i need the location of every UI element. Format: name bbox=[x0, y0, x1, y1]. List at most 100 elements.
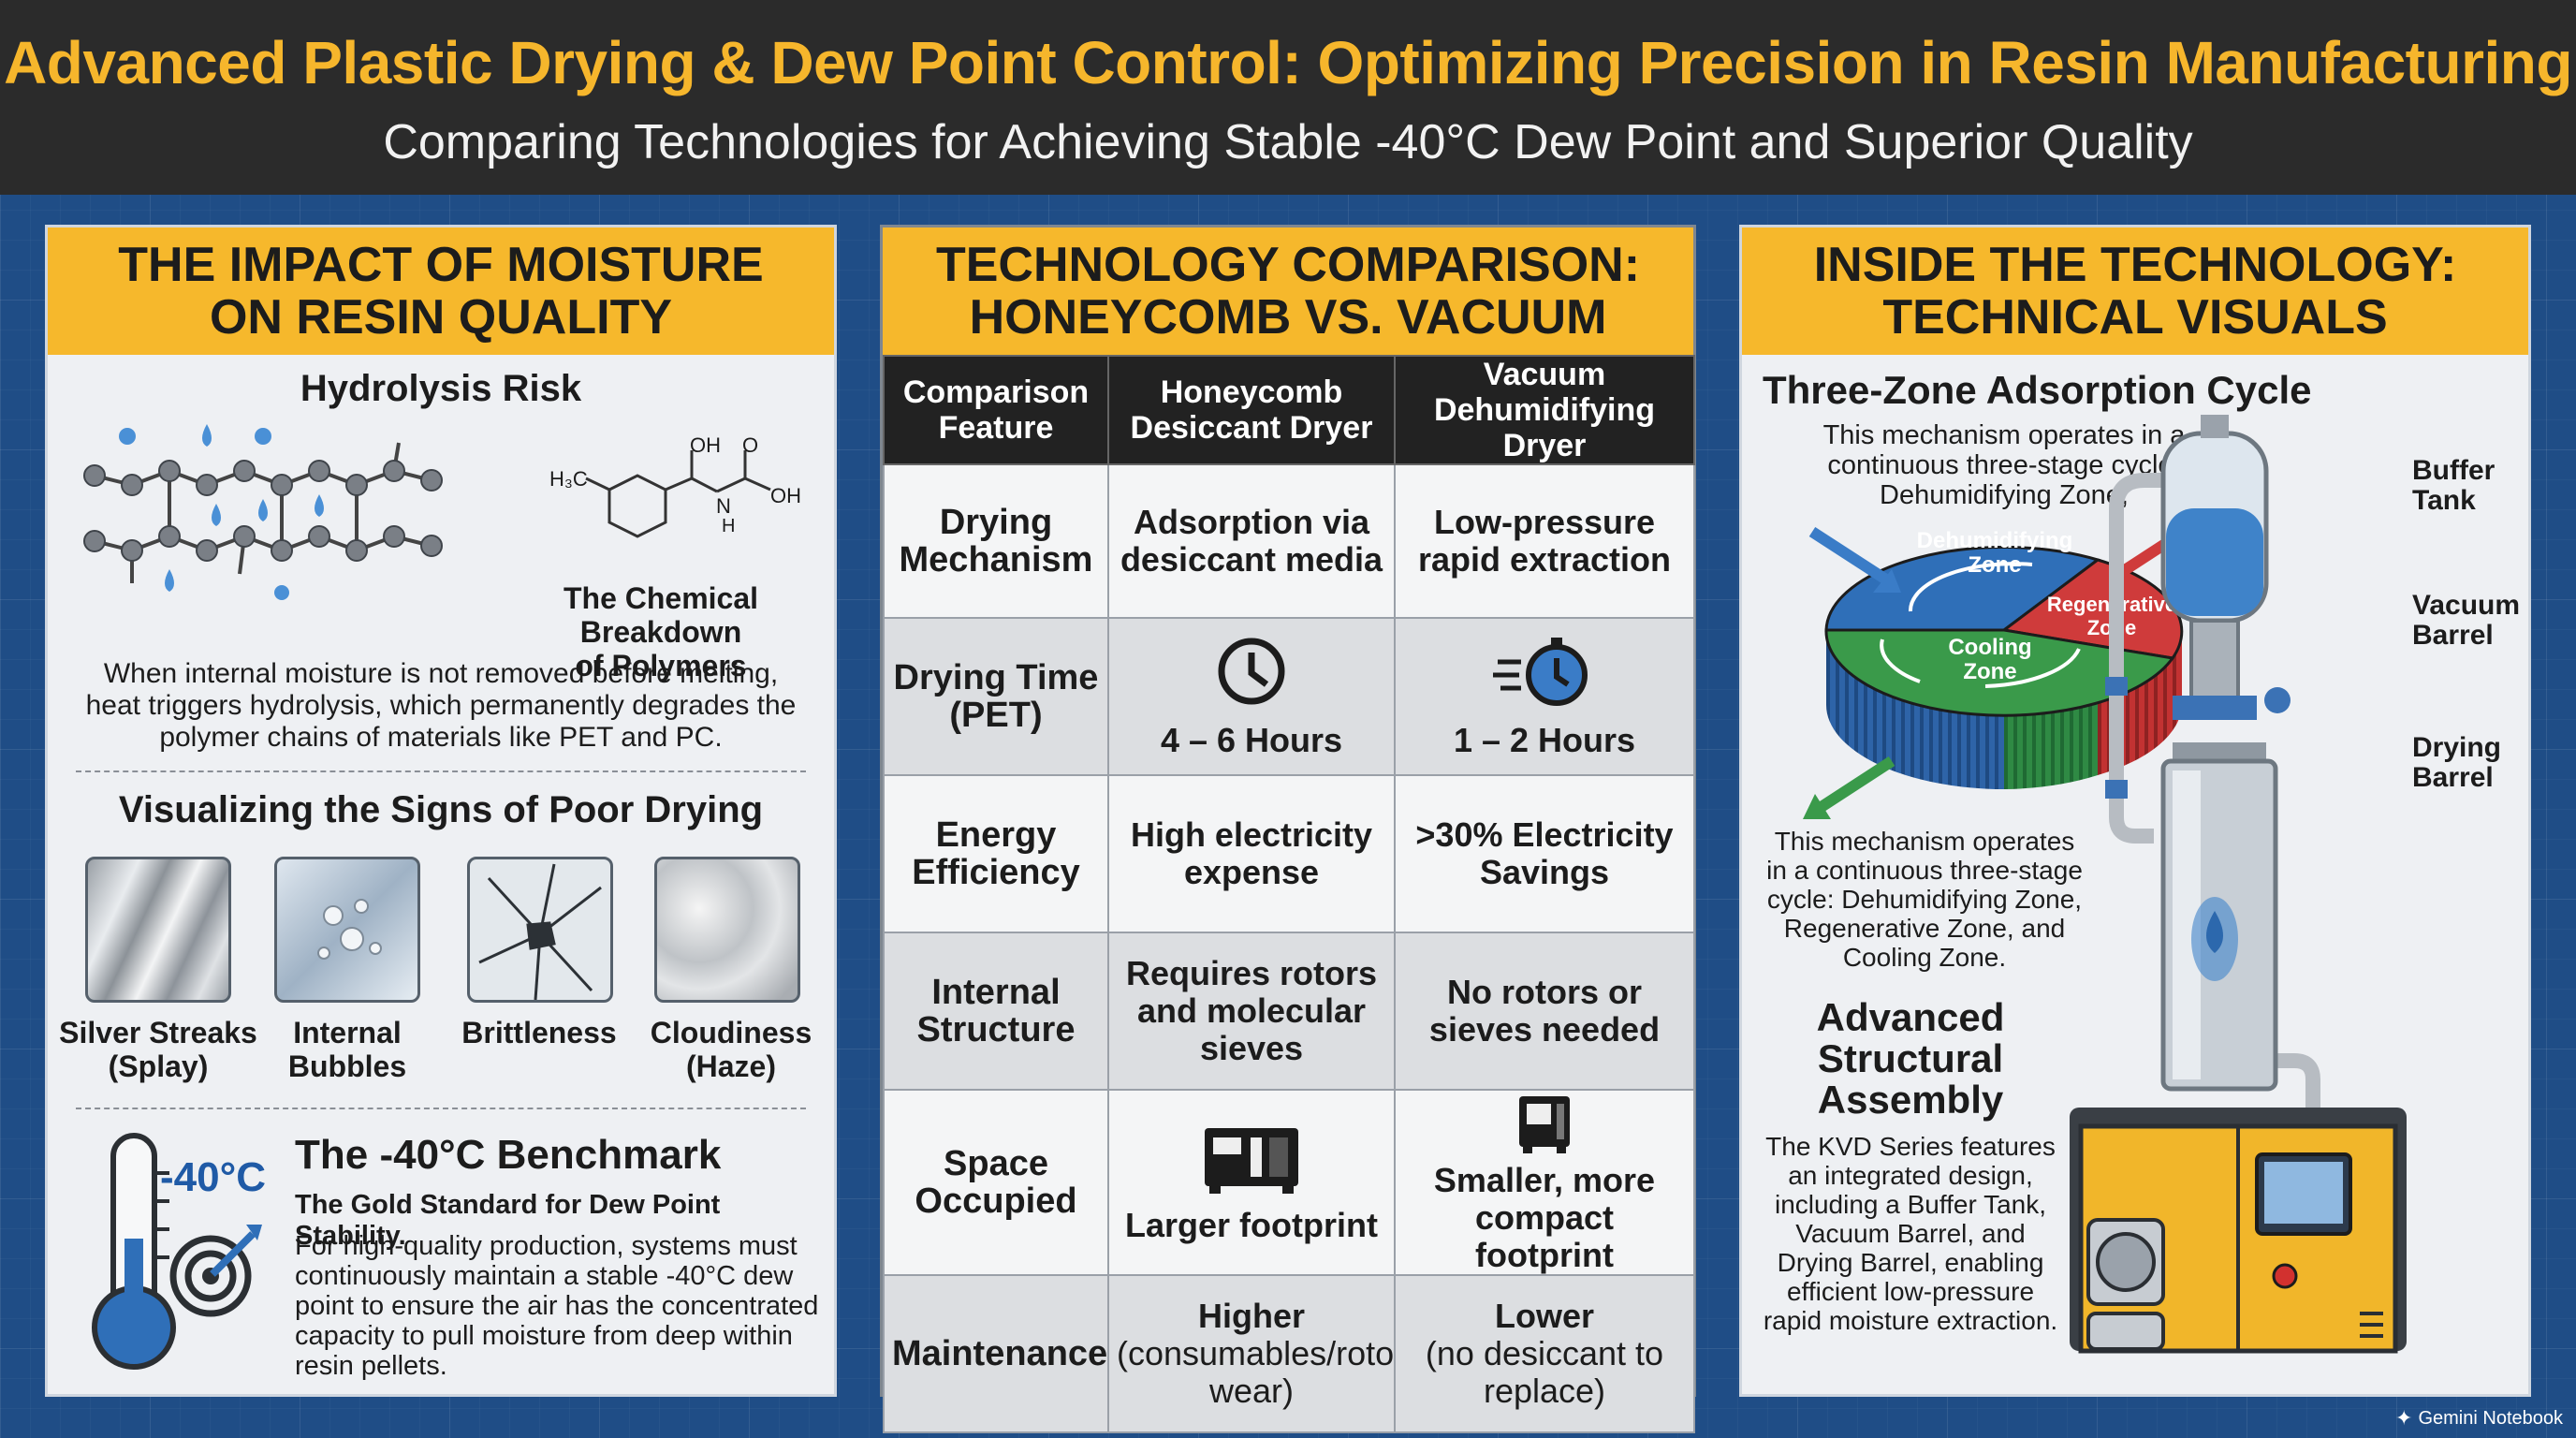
comparison-table: Comparison Feature Honeycomb Desiccant D… bbox=[883, 355, 1695, 1433]
table-cell-vacuum: Low-pressure rapid extraction bbox=[1394, 463, 1695, 619]
panel-heading: TECHNOLOGY COMPARISON: HONEYCOMB VS. VAC… bbox=[883, 227, 1693, 355]
table-row: Maintenance Higher (consumables/rotor we… bbox=[883, 1274, 1695, 1433]
table-cell-feature: Space Occupied bbox=[883, 1089, 1109, 1276]
sign-label-bubbles: Internal Bubbles bbox=[263, 1016, 432, 1083]
panel-heading-line2: ON RESIN QUALITY bbox=[209, 290, 673, 345]
section-divider bbox=[76, 1108, 806, 1109]
table-cell-honeycomb: Requires rotors and molecular sieves bbox=[1107, 932, 1396, 1091]
zone-label-line2: Zone bbox=[1963, 659, 2017, 684]
space-vacuum: Smaller, more compact footprint bbox=[1433, 1161, 1656, 1274]
label-drying-barrel: Drying Barrel bbox=[2412, 733, 2501, 793]
benchmark-value: -40°C bbox=[160, 1154, 266, 1200]
cycle-title: Three-Zone Adsorption Cycle bbox=[1763, 368, 2312, 412]
assembly-text: The KVD Series features an integrated de… bbox=[1763, 1132, 2058, 1335]
chem-caption-line1: The Chemical Breakdown bbox=[563, 581, 759, 649]
cracked-glass-icon bbox=[467, 857, 613, 1003]
silver-streaks-icon bbox=[85, 857, 231, 1003]
page-title: Advanced Plastic Drying & Dew Point Cont… bbox=[4, 29, 2572, 96]
benchmark-title: The -40°C Benchmark bbox=[295, 1132, 722, 1178]
table-cell-feature: Maintenance bbox=[883, 1274, 1109, 1433]
table-cell-vacuum: Lower (no desiccant to replace) bbox=[1394, 1274, 1695, 1433]
label-line2: Tank bbox=[2412, 485, 2476, 516]
sign-label-line1: Brittleness bbox=[461, 1016, 617, 1049]
airflow-in-arrow-icon bbox=[1808, 527, 1901, 593]
panel-heading-line1: TECHNOLOGY COMPARISON: bbox=[935, 238, 1641, 292]
table-cell-feature: Internal Structure bbox=[883, 932, 1109, 1091]
label-line1: Drying bbox=[2412, 732, 2502, 763]
panel-heading-line2: HONEYCOMB VS. VACUUM bbox=[969, 290, 1607, 345]
chem-caption-line2: of Polymers bbox=[575, 649, 747, 682]
zone-label-line1: Dehumidifying bbox=[1916, 528, 2073, 553]
label-line2: Barrel bbox=[2412, 620, 2494, 651]
table-cell-vacuum: >30% Electricity Savings bbox=[1394, 774, 1695, 933]
sign-label-silver-streaks: Silver Streaks (Splay) bbox=[57, 1016, 259, 1083]
table-row: Drying Mechanism Adsorption via desiccan… bbox=[883, 463, 1695, 619]
haze-icon bbox=[654, 857, 800, 1003]
section-divider bbox=[76, 770, 806, 772]
signs-title: Visualizing the Signs of Poor Drying bbox=[118, 789, 764, 830]
panel-heading-line2: TECHNICAL VISUALS bbox=[1882, 290, 2388, 345]
column-header: Vacuum Dehumidifying Dryer bbox=[1394, 355, 1695, 465]
label-line1: Vacuum bbox=[2412, 590, 2521, 621]
zone-label-line2: Zone bbox=[1968, 552, 2022, 578]
cycle-text-bottom: This mechanism operates in a continuous … bbox=[1766, 827, 2083, 972]
chem-caption: The Chemical Breakdown of Polymers bbox=[497, 581, 825, 682]
zone-label-line1: Cooling bbox=[1948, 635, 2032, 660]
table-row: Energy Efficiency High electricity expen… bbox=[883, 774, 1695, 933]
zone-label-cooling: Cooling Zone bbox=[1920, 636, 2060, 684]
label-buffer-tank: Buffer Tank bbox=[2412, 456, 2495, 516]
panel-technical-visuals: INSIDE THE TECHNOLOGY: TECHNICAL VISUALS… bbox=[1739, 225, 2531, 1397]
stopwatch-icon bbox=[1493, 638, 1588, 706]
bubbles-icon bbox=[274, 857, 420, 1003]
column-header: Honeycomb Desiccant Dryer bbox=[1107, 355, 1396, 465]
sign-label-haze: Cloudiness (Haze) bbox=[637, 1016, 825, 1083]
table-cell-feature: Drying Time (PET) bbox=[883, 617, 1109, 776]
table-cell-feature: Drying Mechanism bbox=[883, 463, 1109, 619]
large-machine-icon bbox=[1205, 1128, 1298, 1194]
sign-label-line2: (Haze) bbox=[685, 1049, 776, 1083]
header-banner: Advanced Plastic Drying & Dew Point Cont… bbox=[0, 0, 2576, 195]
thermometer-icon bbox=[92, 1133, 176, 1370]
drying-time-vacuum: 1 – 2 Hours bbox=[1453, 721, 1636, 759]
label-line1: Buffer bbox=[2412, 455, 2496, 486]
table-cell-honeycomb: 4 – 6 Hours bbox=[1107, 617, 1396, 776]
hydrolysis-title: Hydrolysis Risk bbox=[300, 368, 582, 409]
panel-moisture-impact: THE IMPACT OF MOISTURE ON RESIN QUALITY … bbox=[45, 225, 837, 1397]
sign-label-line2: (Splay) bbox=[108, 1049, 209, 1083]
column-header: Comparison Feature bbox=[883, 355, 1109, 465]
molecule-label-h3c: H₃C bbox=[549, 467, 588, 491]
page-subtitle: Comparing Technologies for Achieving Sta… bbox=[383, 115, 2193, 169]
maintenance-honeycomb-note: (consumables/rotor wear) bbox=[1117, 1334, 1406, 1410]
sign-label-line1: Silver Streaks bbox=[59, 1016, 257, 1049]
panel-technology-comparison: TECHNOLOGY COMPARISON: HONEYCOMB VS. VAC… bbox=[880, 225, 1696, 1433]
molecule-label-oh2: OH bbox=[770, 484, 801, 507]
sign-label-line2: Bubbles bbox=[287, 1049, 407, 1083]
chemical-structure-icon bbox=[585, 450, 771, 538]
sparkle-icon: ✦ bbox=[2395, 1406, 2413, 1430]
compact-machine-icon bbox=[1519, 1096, 1570, 1153]
drying-time-honeycomb: 4 – 6 Hours bbox=[1160, 721, 1343, 759]
benchmark-text: For high-quality production, systems mus… bbox=[295, 1231, 819, 1381]
panel-heading: THE IMPACT OF MOISTURE ON RESIN QUALITY bbox=[48, 227, 834, 355]
desiccant-rotor-icon bbox=[1824, 546, 2184, 789]
polymer-chain-icon bbox=[83, 424, 443, 600]
table-row: Internal Structure Requires rotors and m… bbox=[883, 932, 1695, 1091]
assembly-title: Advanced Structural Assembly bbox=[1816, 995, 2005, 1122]
table-row: Drying Time (PET) 4 – 6 Hours 1 – 2 Hour… bbox=[883, 617, 1695, 776]
zone-label-dehumidifying: Dehumidifying Zone bbox=[1892, 529, 2098, 578]
table-row: Space Occupied Larger footprint Smaller,… bbox=[883, 1089, 1695, 1276]
table-header-row: Comparison Feature Honeycomb Desiccant D… bbox=[883, 355, 1695, 465]
panel-heading-line1: THE IMPACT OF MOISTURE bbox=[118, 238, 764, 292]
label-vacuum-barrel: Vacuum Barrel bbox=[2412, 591, 2520, 651]
airflow-cool-arrow-icon bbox=[1803, 756, 1895, 819]
maintenance-vacuum-note: (no desiccant to replace) bbox=[1425, 1334, 1664, 1410]
sign-label-line1: Cloudiness bbox=[650, 1016, 812, 1049]
cycle-text-top: This mechanism operates in a continuous … bbox=[1822, 420, 2186, 510]
table-cell-honeycomb: Adsorption via desiccant media bbox=[1107, 463, 1396, 619]
footer-brand: ✦ Gemini Notebook bbox=[2395, 1406, 2563, 1431]
molecule-label-n: N bbox=[716, 494, 731, 518]
table-cell-honeycomb: Higher (consumables/rotor wear) bbox=[1107, 1274, 1406, 1433]
molecule-label-oh: OH bbox=[690, 433, 721, 457]
table-cell-vacuum: Smaller, more compact footprint bbox=[1394, 1089, 1695, 1276]
panel-heading: INSIDE THE TECHNOLOGY: TECHNICAL VISUALS bbox=[1742, 227, 2528, 355]
